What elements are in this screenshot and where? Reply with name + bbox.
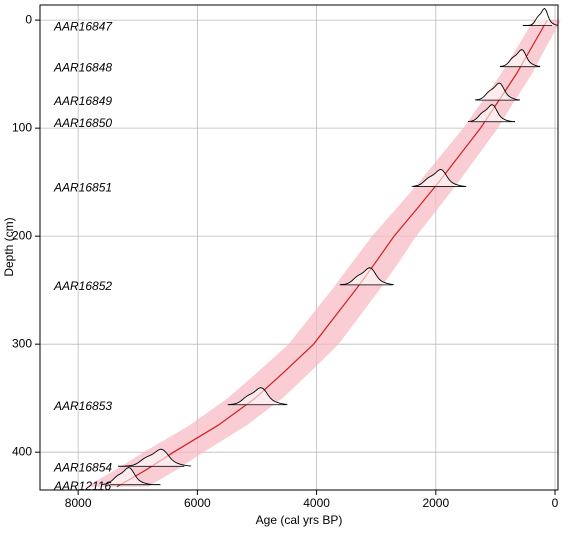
sample-label: AAR12116 — [53, 479, 111, 493]
y-tick-label: 200 — [12, 228, 32, 242]
y-tick-label: 400 — [12, 444, 32, 458]
age-distribution — [499, 48, 540, 67]
x-tick-label: 0 — [552, 496, 559, 510]
age-distribution — [228, 387, 288, 405]
age-distribution — [467, 104, 513, 122]
sample-label: AAR16853 — [53, 399, 112, 413]
x-tick-label: 4000 — [303, 496, 330, 510]
sample-label: AAR16852 — [53, 279, 112, 293]
sample-label: AAR16848 — [53, 61, 112, 75]
sample-label: AAR16854 — [53, 460, 112, 474]
plot-frame — [39, 4, 559, 491]
age-distribution — [411, 168, 465, 187]
age-distribution — [340, 267, 394, 286]
sample-label: AAR16849 — [53, 94, 112, 108]
age-distribution — [124, 448, 192, 467]
age-distribution — [475, 82, 520, 101]
x-axis-label: Age (cal yrs BP) — [256, 513, 343, 527]
y-tick-label: 0 — [25, 12, 32, 26]
sample-label: AAR16847 — [53, 20, 113, 34]
x-tick-label: 8000 — [65, 496, 92, 510]
x-tick-label: 2000 — [422, 496, 449, 510]
y-tick-label: 100 — [12, 120, 32, 134]
age-distribution — [528, 7, 558, 26]
y-tick-label: 300 — [12, 336, 32, 350]
x-tick-label: 6000 — [184, 496, 211, 510]
age-distribution — [101, 467, 152, 485]
sample-label: AAR16851 — [53, 181, 112, 195]
sample-label: AAR16850 — [53, 116, 112, 130]
y-axis-label: Depth (cm) — [2, 217, 16, 276]
model-line — [116, 19, 548, 488]
